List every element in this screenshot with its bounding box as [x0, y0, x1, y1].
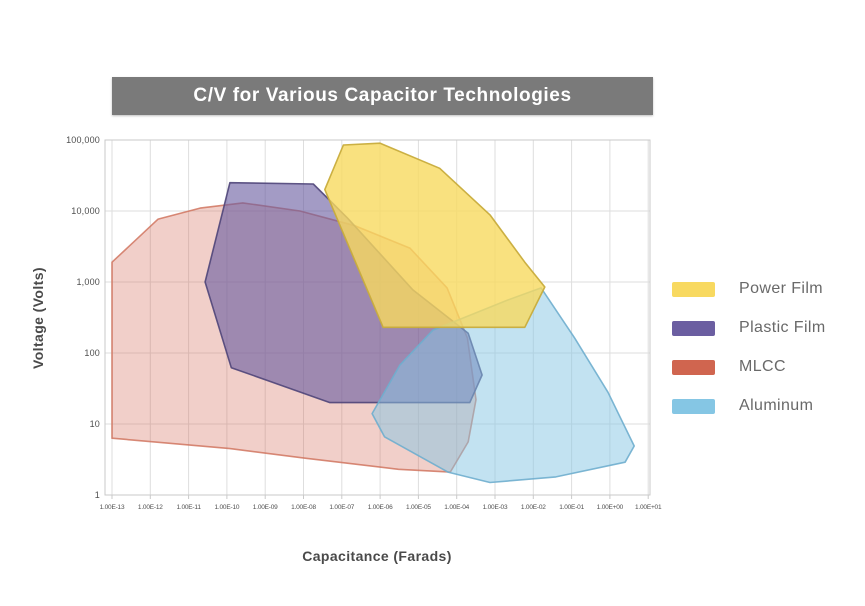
capacitor-regions	[111, 142, 636, 484]
x-tick-label: 1.00E-01	[559, 504, 584, 511]
legend: Power Film Plastic Film MLCC Aluminum	[672, 280, 826, 436]
y-tick-label: 100,000	[66, 135, 100, 145]
legend-label: MLCC	[739, 358, 786, 375]
y-tick-label: 1,000	[76, 277, 100, 287]
legend-item-power-film: Power Film	[672, 280, 826, 298]
x-tick-label: 1.00E-05	[406, 504, 431, 511]
legend-swatch-mlcc	[672, 359, 715, 375]
x-axis-title: Capacitance (Farads)	[302, 548, 452, 564]
x-tick-label: 1.00E+00	[596, 504, 624, 511]
x-tick-label: 1.00E-02	[520, 504, 546, 511]
legend-swatch-plastic-film	[672, 320, 715, 336]
legend-item-plastic-film: Plastic Film	[672, 319, 826, 337]
x-tick-label: 1.00E-06	[367, 504, 393, 511]
x-tick-label: 1.00E-07	[329, 504, 355, 511]
y-tick-label: 10	[89, 419, 100, 429]
x-tick-label: 1.00E-03	[482, 504, 508, 511]
legend-item-mlcc: MLCC	[672, 358, 826, 376]
x-tick-label: 1.00E-11	[176, 504, 201, 511]
legend-label: Aluminum	[739, 397, 814, 414]
y-tick-label: 100	[84, 348, 100, 358]
x-tick-label: 1.00E-13	[99, 504, 125, 511]
legend-swatch-power-film	[672, 281, 715, 297]
x-tick-label: 1.00E-10	[214, 504, 240, 511]
legend-label: Power Film	[739, 280, 824, 297]
region-power-film	[323, 142, 546, 329]
x-tick-label: 1.00E-09	[252, 504, 278, 511]
legend-swatch-aluminum	[672, 398, 715, 414]
y-tick-label: 10,000	[71, 206, 100, 216]
legend-item-aluminum: Aluminum	[672, 397, 826, 415]
x-tick-label: 1.00E+01	[634, 504, 662, 511]
region-aluminum	[371, 287, 636, 484]
x-tick-label: 1.00E-04	[444, 504, 470, 511]
plot-border	[104, 139, 651, 496]
chart-title-banner: C/V for Various Capacitor Technologies	[112, 77, 653, 115]
legend-label: Plastic Film	[739, 319, 826, 336]
axis-ticks	[111, 495, 649, 499]
x-tick-label: 1.00E-12	[137, 504, 163, 511]
chart-title: C/V for Various Capacitor Technologies	[193, 85, 572, 106]
x-tick-label: 1.00E-08	[291, 504, 316, 511]
y-tick-label: 1	[94, 490, 100, 500]
